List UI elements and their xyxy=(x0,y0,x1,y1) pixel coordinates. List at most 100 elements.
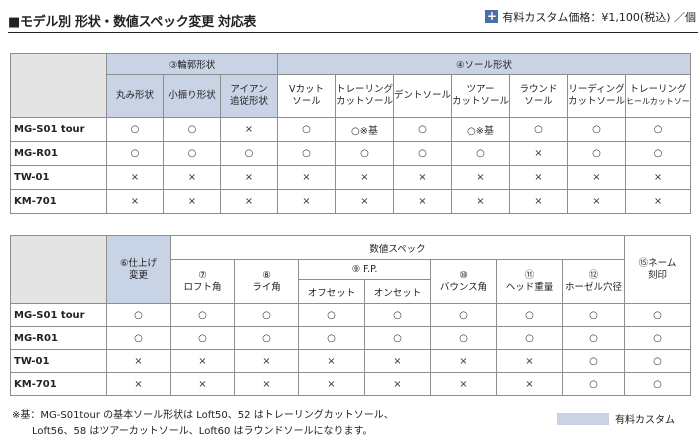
availability-cell: ○ xyxy=(561,326,626,350)
availability-cell: ○ xyxy=(106,117,164,142)
legend: 有料カスタム xyxy=(557,411,675,426)
col-header-1: 丸み形状 xyxy=(106,74,164,118)
col-header-4: Vカット ソール xyxy=(277,74,336,118)
footnote: ※基：MG-S01tour の基本ソール形状は Loft50、52 はトレーリン… xyxy=(12,408,394,440)
footnote-line-1: ※基：MG-S01tour の基本ソール形状は Loft50、52 はトレーリン… xyxy=(12,410,394,421)
availability-cell: ○ xyxy=(496,303,563,327)
availability-cell: × xyxy=(567,189,626,214)
footnote-line-2: Loft56、58 はツアーカットソール、Loft60 はラウンドソールになりま… xyxy=(32,426,373,437)
availability-cell: ○ xyxy=(277,141,336,166)
table-row: KM-701 × × × × × × × × × × xyxy=(10,189,692,214)
numeric-group-header: 数値スペック xyxy=(169,235,626,260)
availability-cell: ○ xyxy=(567,117,626,142)
availability-cell: × xyxy=(298,372,365,396)
table-row: MG-S01 tour ○ ○ ○ ○ ○ ○ ○ ○ ○ xyxy=(10,303,692,327)
legend-swatch xyxy=(557,413,609,425)
availability-cell: × xyxy=(234,349,299,373)
availability-cell: ○ xyxy=(561,349,626,373)
name-engraving-header: ⑮ネーム 刻印 xyxy=(624,235,692,304)
availability-cell: × xyxy=(335,165,394,190)
availability-cell: × xyxy=(106,349,171,373)
availability-cell: × xyxy=(567,165,626,190)
page-title: ■モデル別 形状・数値スペック変更 対応表 xyxy=(8,15,257,30)
availability-cell: × xyxy=(234,372,299,396)
availability-cell: × xyxy=(393,165,452,190)
col-head-weight: ⑪ ヘッド重量 xyxy=(496,259,563,304)
availability-cell: × xyxy=(220,189,278,214)
corner-cell xyxy=(10,235,107,304)
availability-cell: ○ xyxy=(170,326,235,350)
availability-cell: × xyxy=(496,372,563,396)
availability-cell: ○ xyxy=(298,303,365,327)
availability-cell: × xyxy=(277,165,336,190)
table-row: TW-01 × × × × × × × ○ ○ xyxy=(10,349,692,373)
corner-cell xyxy=(10,53,107,118)
availability-cell: ○ xyxy=(624,141,692,166)
model-name: MG-R01 xyxy=(10,326,107,350)
header-rule xyxy=(8,32,698,33)
availability-cell: × xyxy=(170,372,235,396)
availability-cell: × xyxy=(220,117,278,142)
availability-cell: × xyxy=(220,165,278,190)
availability-cell: ○ xyxy=(561,372,626,396)
legend-label: 有料カスタム xyxy=(615,415,675,426)
col-header-5: トレーリング カットソール xyxy=(335,74,394,118)
availability-cell: ○ xyxy=(393,141,452,166)
availability-cell: × xyxy=(163,189,221,214)
availability-cell: ○ xyxy=(163,141,221,166)
availability-cell: ○ xyxy=(170,303,235,327)
col-header-3: アイアン 追従形状 xyxy=(220,74,278,118)
availability-cell: × xyxy=(624,165,692,190)
availability-cell: ○ xyxy=(624,372,692,396)
availability-cell: × xyxy=(364,372,431,396)
table-row: MG-R01 ○ ○ ○ ○ ○ ○ ○ ○ ○ xyxy=(10,326,692,350)
availability-cell: ○ xyxy=(624,326,692,350)
availability-cell: ○ xyxy=(364,303,431,327)
availability-cell: × xyxy=(451,165,510,190)
model-name: KM-701 xyxy=(10,189,107,214)
plus-icon: + xyxy=(485,9,499,23)
availability-cell: ○ xyxy=(624,117,692,142)
col-onset: オンセット xyxy=(364,279,431,304)
model-name: MG-S01 tour xyxy=(10,303,107,327)
col-lie: ⑧ ライ角 xyxy=(234,259,299,304)
availability-cell: ○ xyxy=(106,141,164,166)
availability-cell: × xyxy=(393,189,452,214)
availability-cell: ○ xyxy=(496,326,563,350)
availability-cell: ○ xyxy=(561,303,626,327)
table-row: MG-S01 tour ○ ○ × ○ ○※基 ○ ○※基 ○ ○ ○ xyxy=(10,117,692,142)
col-header-2: 小振り形状 xyxy=(163,74,221,118)
table-row: TW-01 × × × × × × × × × × xyxy=(10,165,692,190)
availability-cell: × xyxy=(170,349,235,373)
availability-cell: × xyxy=(509,165,568,190)
availability-cell: × xyxy=(509,141,568,166)
availability-cell: × xyxy=(298,349,365,373)
availability-cell: ○ xyxy=(277,117,336,142)
availability-cell: ○ xyxy=(509,117,568,142)
availability-cell: × xyxy=(106,372,171,396)
availability-cell: × xyxy=(451,189,510,214)
availability-cell: × xyxy=(364,349,431,373)
shape-spec-table: ③輪郭形状 ④ソール形状 丸み形状 小振り形状 アイアン 追従形状 Vカット ソール トレー… xyxy=(10,53,692,214)
availability-cell: ○ xyxy=(106,326,171,350)
availability-cell: × xyxy=(430,372,497,396)
model-name: TW-01 xyxy=(10,349,107,373)
group-header-sole: ④ソール形状 xyxy=(276,53,692,75)
availability-cell: ○ xyxy=(364,326,431,350)
availability-cell: ○ xyxy=(393,117,452,142)
col-header-9: リーディング カットソール xyxy=(567,74,626,118)
price-note: + 有料カスタム価格：¥1,100(税込) ／個 xyxy=(485,9,696,24)
availability-cell: ○ xyxy=(335,141,394,166)
availability-cell: × xyxy=(496,349,563,373)
numeric-spec-table: ⑥仕上げ 変更 数値スペック ⑮ネーム 刻印 ⑦ ロフト角 ⑧ ライ角 ⑨ F.P. ⑩… xyxy=(10,235,692,396)
availability-cell: × xyxy=(430,349,497,373)
model-name: MG-S01 tour xyxy=(10,117,107,142)
page-header: ■モデル別 形状・数値スペック変更 対応表 + 有料カスタム価格：¥1,100(税… xyxy=(8,9,698,33)
availability-cell: ○ xyxy=(298,326,365,350)
finish-header: ⑥仕上げ 変更 xyxy=(106,235,171,304)
availability-cell: × xyxy=(335,189,394,214)
group-header-outline: ③輪郭形状 xyxy=(106,53,278,75)
availability-cell: ○ xyxy=(220,141,278,166)
availability-cell: ○ xyxy=(624,303,692,327)
availability-cell: ○ xyxy=(430,326,497,350)
